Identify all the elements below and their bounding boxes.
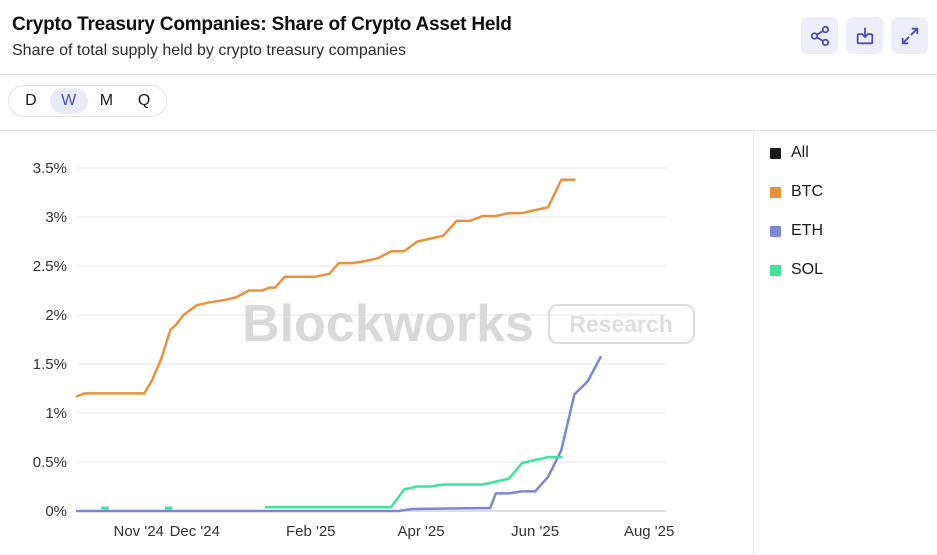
legend-label-all: All (791, 144, 809, 161)
y-tick-label: 0% (45, 503, 67, 520)
series-line-btc (75, 178, 576, 398)
frequency-selector: D W M Q (8, 85, 167, 117)
watermark-tag: Research (569, 311, 673, 337)
x-tick-label: Apr '25 (398, 523, 445, 540)
legend-item-eth[interactable]: ETH (770, 218, 823, 244)
series-line-eth (75, 355, 602, 513)
legend-divider (753, 131, 754, 555)
series-line-sol (264, 455, 563, 509)
x-tick-label: Aug '25 (624, 523, 674, 540)
watermark-tag-box (548, 304, 695, 344)
expand-button[interactable] (891, 17, 928, 54)
x-tick-label: Jun '25 (511, 523, 559, 540)
y-tick-label: 3% (45, 209, 67, 226)
y-tick-label: 1% (45, 405, 67, 422)
share-icon (810, 25, 829, 46)
y-tick-label: 0.5% (33, 454, 67, 471)
x-tick-label: Nov '24 (114, 523, 164, 540)
chart-legend: All BTC ETH SOL (770, 140, 823, 296)
x-tick-label: Dec '24 (170, 523, 220, 540)
y-tick-label: 1.5% (33, 356, 67, 373)
freq-quarterly-button[interactable]: Q (137, 92, 151, 109)
legend-label-sol: SOL (791, 261, 824, 278)
legend-label-btc: BTC (791, 183, 823, 200)
legend-swatch-all (770, 147, 781, 159)
legend-swatch-eth (770, 225, 781, 237)
chart-header: Crypto Treasury Companies: Share of Cryp… (0, 0, 937, 75)
share-button[interactable] (801, 17, 838, 54)
legend-swatch-btc (770, 186, 781, 198)
y-tick-label: 2.5% (33, 258, 67, 275)
chart-subtitle: Share of total supply held by crypto tre… (12, 42, 406, 59)
legend-item-btc[interactable]: BTC (770, 179, 823, 205)
download-button[interactable] (846, 17, 883, 54)
frequency-bar: D W M Q (0, 74, 937, 131)
x-tick-label: Feb '25 (286, 523, 336, 540)
legend-item-sol[interactable]: SOL (770, 257, 823, 283)
legend-item-all[interactable]: All (770, 140, 823, 166)
watermark-brand: Blockworks (242, 295, 534, 353)
freq-weekly-button[interactable]: W (49, 88, 88, 114)
freq-monthly-button[interactable]: M (99, 92, 114, 109)
expand-icon (901, 27, 918, 44)
freq-daily-button[interactable]: D (25, 92, 37, 109)
download-icon (856, 27, 873, 44)
chart-actions (801, 17, 928, 54)
y-tick-label: 2% (45, 307, 67, 324)
chart-title: Crypto Treasury Companies: Share of Cryp… (12, 14, 512, 35)
line-chart: 0% 0.5% 1% 1.5% 2% 2.5% 3% 3.5% Nov '24 Dec '24 Fe… (33, 160, 695, 540)
legend-label-eth: ETH (791, 222, 823, 239)
y-tick-label: 3.5% (33, 160, 67, 177)
legend-swatch-sol (770, 264, 781, 276)
